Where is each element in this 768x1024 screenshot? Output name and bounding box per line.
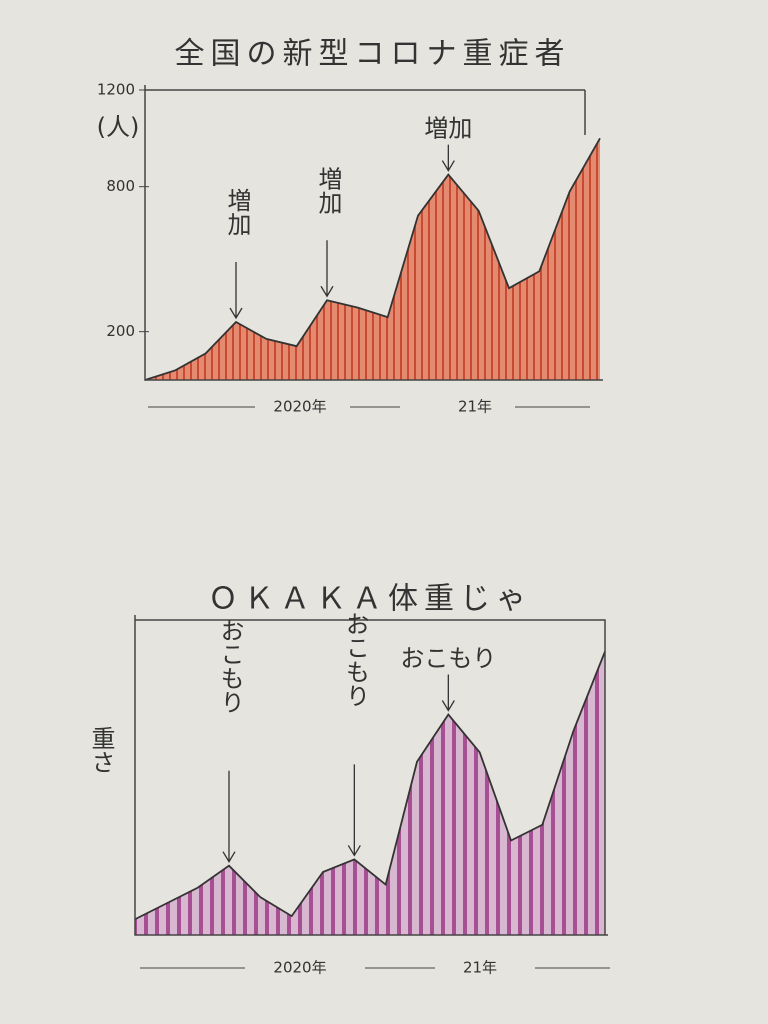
arrow [229, 262, 243, 320]
x-label: 2020年 [273, 959, 326, 977]
y-axis-label: 重さ [87, 726, 115, 774]
area [135, 651, 605, 935]
axis [134, 615, 608, 936]
annotation: 増加 [424, 115, 472, 143]
x-label: 2020年 [273, 398, 326, 416]
annotation: 増加 [223, 188, 251, 236]
arrow [441, 674, 455, 712]
axis [144, 85, 603, 381]
area [145, 138, 600, 380]
annotation: おこもり [341, 611, 369, 707]
annotation: おこもり [216, 618, 244, 714]
annotation: 増加 [314, 166, 342, 214]
arrow [320, 240, 334, 298]
chart-title: 全国の新型コロナ重症者 [175, 37, 571, 72]
chart-title: ＯＫＡＫＡ体重じゃ [208, 582, 532, 617]
arrow [347, 764, 361, 857]
arrow [441, 144, 455, 172]
x-label: 21年 [463, 959, 497, 977]
annotation: おこもり [400, 645, 496, 673]
arrow [222, 770, 236, 863]
x-label: 21年 [458, 398, 492, 416]
y-axis-label: (人) [97, 113, 140, 141]
line [134, 651, 606, 921]
line [144, 137, 601, 381]
y-tick-label: 800 [106, 177, 135, 195]
y-tick-label: 1200 [97, 81, 135, 99]
y-tick-label: 200 [106, 322, 135, 340]
